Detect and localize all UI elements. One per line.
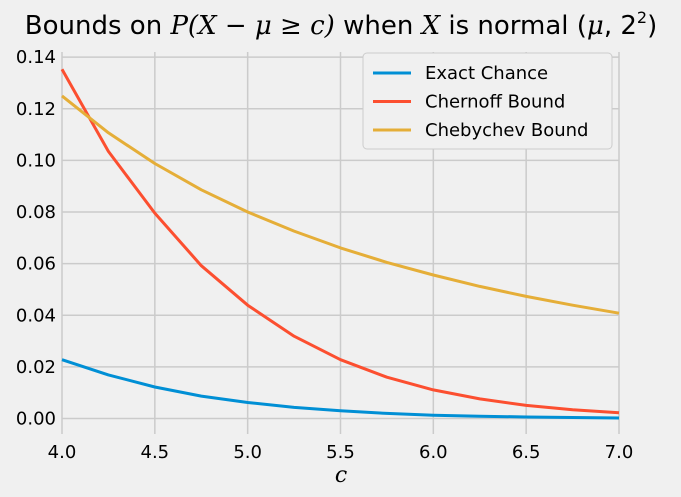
x-tick-label: 6.5 [512, 442, 541, 463]
y-tick-label: 0.10 [16, 150, 56, 171]
legend-label: Chernoff Bound [425, 92, 565, 113]
chart-title: Bounds on P(X − μ ≥ c) when X is normal … [25, 8, 657, 41]
x-tick-label: 4.5 [141, 442, 170, 463]
y-tick-label: 0.12 [16, 99, 56, 120]
series-line [61, 358, 620, 420]
x-tick-label: 5.5 [326, 442, 355, 463]
title-middle: when [335, 11, 422, 41]
title-prefix: Bounds on [25, 11, 171, 41]
y-tick-label: 0.08 [16, 202, 56, 223]
y-tick-label: 0.06 [16, 254, 56, 275]
legend-box [362, 52, 613, 150]
legend-label: Chebychev Bound [425, 120, 589, 141]
y-tick-labels: 0.00 0.02 0.04 0.06 0.08 0.10 0.12 0.14 [16, 47, 56, 429]
y-tick-label: 0.00 [16, 409, 56, 430]
gridlines [61, 52, 620, 434]
legend-label: Exact Chance [425, 63, 548, 84]
series-lines [60, 68, 620, 420]
y-tick-label: 0.14 [16, 47, 56, 68]
title-exponent: 2 [637, 8, 647, 27]
title-suffix: is normal ( [440, 11, 587, 41]
legend: Exact Chance Chernoff Bound Chebychev Boun… [362, 52, 613, 150]
y-tick-label: 0.04 [16, 305, 56, 326]
y-tick-label: 0.02 [16, 357, 56, 378]
series-line [61, 94, 620, 315]
x-tick-labels: 4.0 4.5 5.0 5.5 6.0 6.5 7.0 [48, 442, 634, 463]
title-param-sigma: , 2 [604, 11, 637, 41]
title-param-mu: μ [587, 11, 604, 41]
series-line [60, 68, 620, 415]
title-expression: P(X − μ ≥ c) [169, 11, 334, 41]
x-tick-label: 5.0 [233, 442, 262, 463]
x-tick-label: 7.0 [605, 442, 634, 463]
title-variable: X [420, 11, 442, 41]
x-tick-label: 4.0 [48, 442, 77, 463]
title-close: ) [647, 11, 657, 41]
x-tick-label: 6.0 [419, 442, 448, 463]
x-axis-label: c [335, 463, 347, 488]
